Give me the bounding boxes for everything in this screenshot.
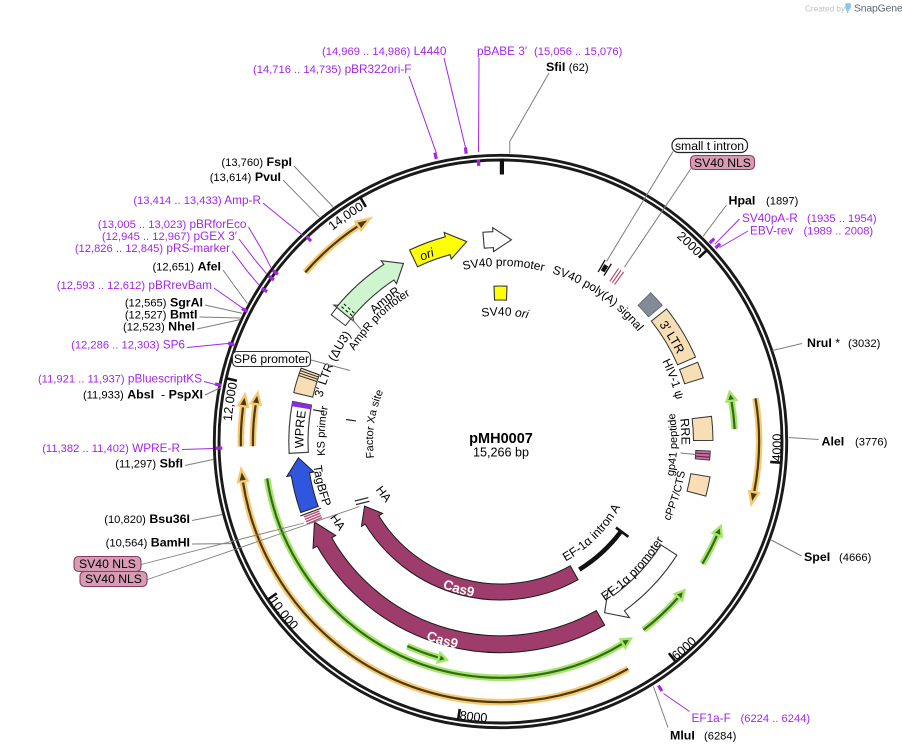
svg-text:(14,969 .. 14,986) L4440: (14,969 .. 14,986) L4440 <box>322 44 447 58</box>
svg-text:(11,933) AbsI - PspXI: (11,933) AbsI - PspXI <box>83 388 203 402</box>
svg-text:(3776): (3776) <box>855 437 888 449</box>
svg-text:(14,716 .. 14,735) pBR322ori-: (14,716 .. 14,735) pBR322ori-F <box>253 62 411 76</box>
svg-text:Created by: Created by <box>805 4 846 13</box>
svg-text:SV40 NLS: SV40 NLS <box>85 572 142 586</box>
svg-text:(12,826 .. 12,845) pRS-marker: (12,826 .. 12,845) pRS-marker <box>75 241 230 255</box>
svg-text:(1935 .. 1954): (1935 .. 1954) <box>807 213 877 225</box>
svg-text:SV40 NLS: SV40 NLS <box>79 557 136 571</box>
svg-text:EF1a-F: EF1a-F <box>692 711 731 725</box>
svg-text:HpaI: HpaI <box>729 194 756 208</box>
svg-text:(1897): (1897) <box>766 196 799 208</box>
svg-text:(10,564) BamHI: (10,564) BamHI <box>106 536 190 550</box>
svg-text:small t intron: small t intron <box>675 139 744 153</box>
svg-text:SnapGene: SnapGene <box>854 4 902 15</box>
svg-text:(3032): (3032) <box>848 338 881 350</box>
svg-text:EBV-rev: EBV-rev <box>750 224 793 238</box>
svg-text:(11,921 .. 11,937) pBluescrip: (11,921 .. 11,937) pBluescriptKS <box>38 372 202 386</box>
svg-text:WPRE: WPRE <box>292 409 308 448</box>
svg-text:15,266 bp: 15,266 bp <box>473 446 529 460</box>
svg-text:NruI *: NruI * <box>807 336 840 350</box>
svg-text:SV40 NLS: SV40 NLS <box>694 156 751 170</box>
svg-text:SfiI (62): SfiI (62) <box>546 60 589 74</box>
svg-text:(13,414 .. 13,433) Amp-R: (13,414 .. 13,433) Amp-R <box>133 193 261 207</box>
svg-text:(12,593 .. 12,612) pBRrevBam: (12,593 .. 12,612) pBRrevBam <box>57 278 212 292</box>
svg-text:(15,056 .. 15,076): (15,056 .. 15,076) <box>534 46 623 58</box>
svg-text:(10,820) Bsu36I: (10,820) Bsu36I <box>104 512 190 526</box>
svg-text:(11,382 .. 11,402) WPRE-R: (11,382 .. 11,402) WPRE-R <box>42 441 180 455</box>
svg-text:(12,651) AfeI: (12,651) AfeI <box>152 260 221 274</box>
svg-text:(13,760) FspI: (13,760) FspI <box>221 155 292 169</box>
svg-text:SpeI: SpeI <box>804 550 830 564</box>
svg-text:(12,286 .. 12,303) SP6: (12,286 .. 12,303) SP6 <box>71 338 185 352</box>
svg-text:(12,523) NheI: (12,523) NheI <box>123 319 195 333</box>
svg-text:(6284): (6284) <box>704 731 737 743</box>
svg-text:MluI: MluI <box>670 729 695 743</box>
svg-text:pBABE 3′: pBABE 3′ <box>477 44 527 58</box>
svg-text:(1989 .. 2008): (1989 .. 2008) <box>804 226 874 238</box>
svg-text:AleI: AleI <box>822 435 845 449</box>
svg-text:(4666): (4666) <box>839 552 872 564</box>
svg-text:(6224 .. 6244): (6224 .. 6244) <box>741 713 811 725</box>
svg-text:SP6 promoter: SP6 promoter <box>234 352 309 366</box>
svg-text:(11,297) SbfI: (11,297) SbfI <box>115 457 183 471</box>
svg-text:(13,614) PvuI: (13,614) PvuI <box>210 170 281 184</box>
svg-text:8000: 8000 <box>459 708 488 725</box>
